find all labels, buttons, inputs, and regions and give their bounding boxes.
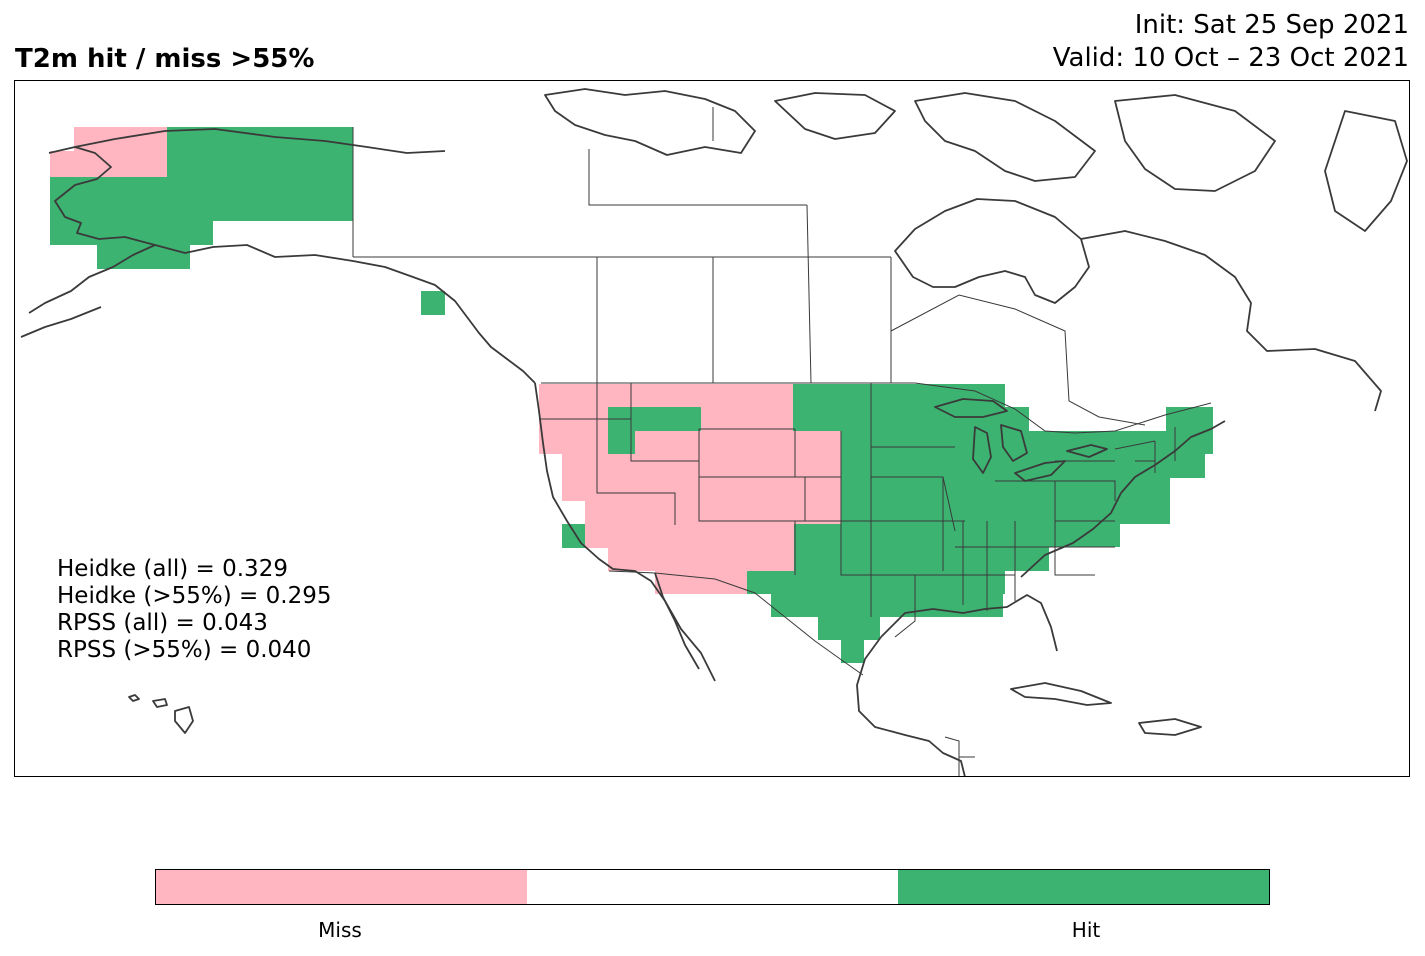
border	[890, 294, 1146, 426]
arctic-island	[1114, 94, 1276, 192]
hudson-bay	[894, 198, 1090, 304]
miss-cell	[608, 548, 635, 571]
arctic-island	[774, 92, 896, 140]
coastline	[534, 382, 716, 682]
legend-hit-label: Hit	[1071, 918, 1101, 942]
lake-ontario	[1066, 444, 1108, 458]
coastline	[154, 244, 536, 384]
state-border	[995, 480, 1116, 576]
border	[944, 736, 975, 776]
lake-huron	[1000, 424, 1028, 462]
coastline	[1080, 230, 1382, 412]
map-canvas	[20, 88, 1408, 776]
hit-cell	[794, 524, 841, 571]
coastline	[74, 128, 446, 154]
border	[588, 149, 807, 206]
rpss-55-score: RPSS (>55%) = 0.040	[57, 637, 312, 663]
hit-cell	[841, 524, 1120, 547]
coastline	[28, 146, 156, 314]
legend-miss-swatch	[156, 870, 527, 904]
legend-colorbar	[155, 869, 1270, 905]
hit-cell	[635, 407, 701, 431]
map-panel	[14, 80, 1410, 777]
lake-erie	[1014, 460, 1066, 482]
lake-superior	[934, 398, 1008, 418]
hit-cell	[50, 221, 213, 245]
coastline	[20, 306, 102, 338]
state-border	[942, 477, 1016, 611]
border	[541, 382, 1212, 434]
rpss-all-score: RPSS (all) = 0.043	[57, 610, 268, 636]
border	[1314, 348, 1328, 354]
hit-cell	[1029, 478, 1170, 524]
coastline	[880, 594, 1058, 652]
legend-miss-label: Miss	[318, 918, 362, 942]
hit-cell	[793, 384, 1005, 431]
legend-hit-swatch	[898, 870, 1269, 904]
border	[353, 256, 598, 383]
hit-cell	[562, 524, 585, 548]
heidke-all-score: Heidke (all) = 0.329	[57, 556, 288, 582]
hit-cell	[747, 571, 1005, 594]
arctic-island	[914, 92, 1096, 182]
hit-cell	[841, 640, 864, 663]
hit-cell	[97, 245, 190, 269]
miss-cell	[724, 524, 794, 571]
miss-cell	[585, 501, 635, 548]
borders	[352, 107, 1328, 776]
miss-cell	[655, 571, 749, 594]
state-border	[795, 431, 915, 576]
hit-cell	[50, 177, 167, 221]
hit-cell	[421, 291, 445, 315]
arctic-island	[544, 88, 756, 156]
state-border	[630, 383, 806, 575]
hit-cell	[167, 127, 353, 221]
state-border	[1055, 427, 1176, 473]
hawaii	[128, 694, 194, 734]
coastlines	[20, 88, 1408, 776]
coastline	[856, 636, 966, 776]
border	[608, 570, 864, 676]
cuba	[1010, 682, 1112, 706]
hit-cell	[771, 594, 1003, 617]
west-miss-cells	[539, 384, 841, 594]
legend-neutral-swatch	[527, 870, 898, 904]
hit-cell	[818, 617, 880, 640]
hispaniola	[1138, 718, 1202, 736]
skill-scores: Heidke (all) = 0.329 Heidke (>55%) = 0.2…	[57, 556, 331, 664]
coastline	[1020, 420, 1226, 578]
lake-michigan	[972, 426, 992, 474]
coastline	[654, 572, 700, 670]
miss-cell	[562, 454, 635, 501]
hit-cell	[1029, 431, 1205, 478]
hit-cell	[1166, 407, 1213, 431]
init-date: Init: Sat 25 Sep 2021	[1134, 10, 1409, 40]
valid-period: Valid: 10 Oct – 23 Oct 2021	[1052, 43, 1409, 73]
hit-cell	[841, 547, 1049, 571]
heidke-55-score: Heidke (>55%) = 0.295	[57, 583, 332, 609]
greenland-edge	[1324, 110, 1408, 232]
border	[806, 204, 812, 384]
map-title: T2m hit / miss >55%	[15, 44, 315, 74]
